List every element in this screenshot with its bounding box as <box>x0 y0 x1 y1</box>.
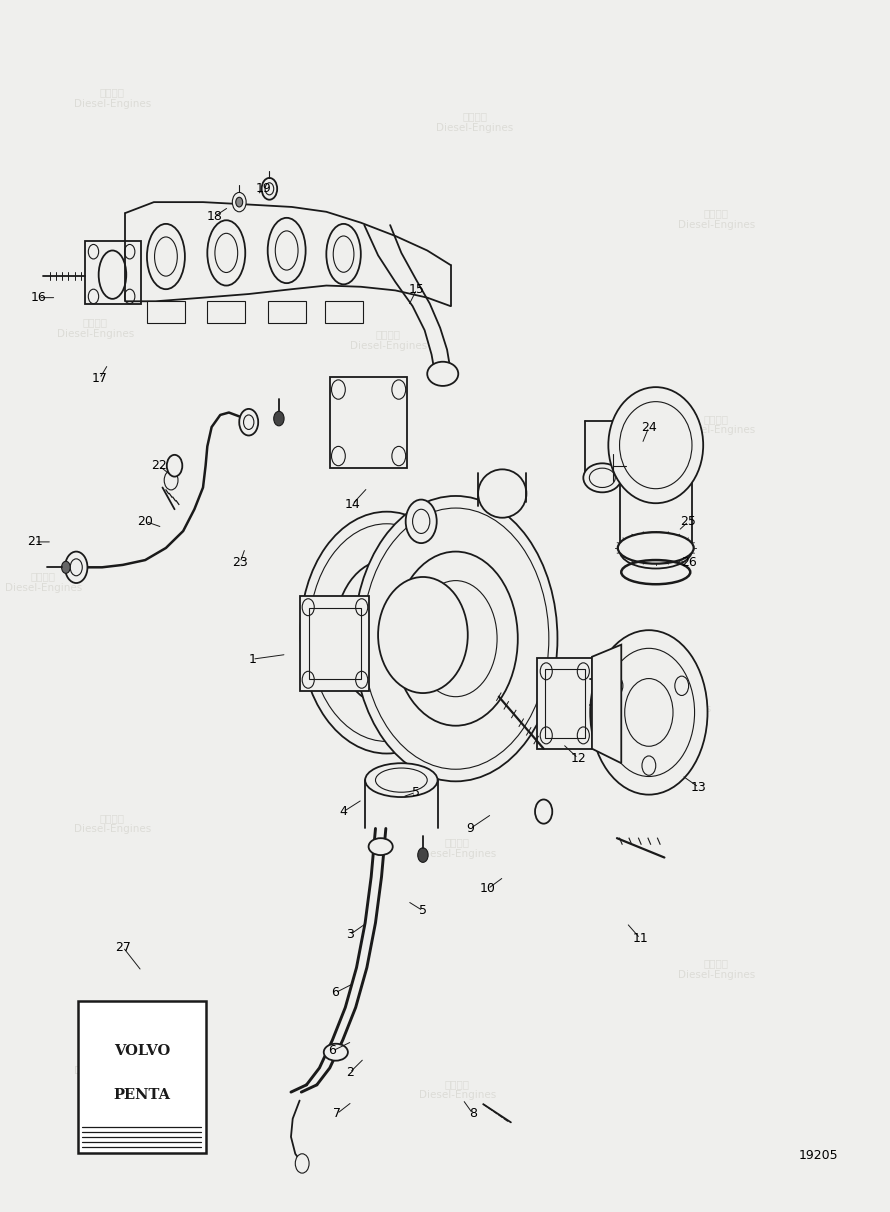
Circle shape <box>417 848 428 863</box>
Text: 9: 9 <box>466 822 474 835</box>
Text: 紫发动力
Diesel-Engines: 紫发动力 Diesel-Engines <box>74 87 151 109</box>
Text: 紫发动力
Diesel-Engines: 紫发动力 Diesel-Engines <box>350 330 427 350</box>
Text: 10: 10 <box>480 882 496 896</box>
Text: 22: 22 <box>151 459 167 473</box>
Text: 27: 27 <box>115 941 131 954</box>
Circle shape <box>354 496 557 782</box>
Text: 23: 23 <box>232 556 248 568</box>
Ellipse shape <box>619 401 692 488</box>
Bar <box>330 377 408 468</box>
Ellipse shape <box>618 532 693 564</box>
Ellipse shape <box>619 457 692 493</box>
Bar <box>147 302 185 324</box>
Circle shape <box>232 193 247 212</box>
Bar <box>537 658 593 749</box>
Text: 26: 26 <box>681 556 696 568</box>
Text: 15: 15 <box>409 282 425 296</box>
Text: 5: 5 <box>412 785 420 799</box>
Bar <box>545 669 585 738</box>
Text: 4: 4 <box>340 805 347 818</box>
Ellipse shape <box>583 463 621 492</box>
Ellipse shape <box>327 224 360 285</box>
Bar <box>268 302 305 324</box>
Text: 18: 18 <box>206 210 222 223</box>
Text: 2: 2 <box>345 1067 353 1079</box>
Bar <box>309 608 360 679</box>
Circle shape <box>590 630 708 795</box>
Ellipse shape <box>268 218 305 284</box>
Ellipse shape <box>619 532 692 568</box>
Text: 19205: 19205 <box>799 1149 838 1162</box>
Circle shape <box>295 1154 309 1173</box>
Circle shape <box>301 511 473 754</box>
Ellipse shape <box>365 764 438 797</box>
Text: VOLVO: VOLVO <box>114 1045 170 1058</box>
Ellipse shape <box>378 577 468 693</box>
Ellipse shape <box>324 1044 348 1060</box>
Text: 1: 1 <box>248 653 256 665</box>
Text: 紫发动力
Diesel-Engines: 紫发动力 Diesel-Engines <box>419 1079 496 1100</box>
Text: 紫发动力
Diesel-Engines: 紫发动力 Diesel-Engines <box>677 208 755 230</box>
Text: 6: 6 <box>328 1045 336 1058</box>
Text: 紫发动力
Diesel-Engines: 紫发动力 Diesel-Engines <box>350 595 427 617</box>
Bar <box>78 1001 206 1153</box>
Ellipse shape <box>609 387 703 503</box>
Text: 紫发动力
Diesel-Engines: 紫发动力 Diesel-Engines <box>57 318 134 338</box>
Text: 25: 25 <box>681 515 697 528</box>
Text: 紫发动力
Diesel-Engines: 紫发动力 Diesel-Engines <box>677 413 755 435</box>
Text: 紫发动力
Diesel-Engines: 紫发动力 Diesel-Engines <box>677 957 755 979</box>
Text: 紫发动力
Diesel-Engines: 紫发动力 Diesel-Engines <box>4 571 82 593</box>
Text: 7: 7 <box>333 1108 341 1120</box>
Text: 紫发动力
Diesel-Engines: 紫发动力 Diesel-Engines <box>635 692 712 714</box>
Text: 13: 13 <box>691 781 707 794</box>
Text: 6: 6 <box>331 987 339 1000</box>
Ellipse shape <box>207 221 246 286</box>
Text: 14: 14 <box>344 498 360 511</box>
Text: 紫发动力
Diesel-Engines: 紫发动力 Diesel-Engines <box>74 813 151 834</box>
Ellipse shape <box>368 839 392 856</box>
Circle shape <box>274 411 284 425</box>
Circle shape <box>166 454 182 476</box>
Polygon shape <box>592 645 621 764</box>
Text: 8: 8 <box>469 1108 477 1120</box>
Circle shape <box>406 499 437 543</box>
Circle shape <box>239 408 258 435</box>
Ellipse shape <box>427 361 458 385</box>
Circle shape <box>535 800 553 824</box>
Circle shape <box>65 551 87 583</box>
Circle shape <box>61 561 70 573</box>
Text: 紫发动力
Diesel-Engines: 紫发动力 Diesel-Engines <box>436 112 514 133</box>
Text: PENTA: PENTA <box>113 1088 170 1102</box>
Bar <box>301 596 369 691</box>
Ellipse shape <box>478 469 526 518</box>
Ellipse shape <box>147 224 185 290</box>
Text: 11: 11 <box>633 932 648 945</box>
Text: 紫发动力
Diesel-Engines: 紫发动力 Diesel-Engines <box>419 837 496 858</box>
Text: 20: 20 <box>137 515 153 528</box>
Text: 19: 19 <box>255 182 271 195</box>
Text: 紫发动力
Diesel-Engines: 紫发动力 Diesel-Engines <box>74 1054 151 1076</box>
Bar <box>207 302 246 324</box>
Circle shape <box>164 470 178 490</box>
Circle shape <box>262 178 277 200</box>
Text: 12: 12 <box>570 751 586 765</box>
Circle shape <box>236 198 243 207</box>
Text: 16: 16 <box>30 291 46 304</box>
Text: 21: 21 <box>27 536 43 548</box>
Text: 3: 3 <box>345 928 353 942</box>
Text: 24: 24 <box>641 421 657 434</box>
Bar <box>325 302 362 324</box>
Bar <box>85 241 141 304</box>
Text: 5: 5 <box>419 904 427 917</box>
Text: 17: 17 <box>92 372 108 385</box>
